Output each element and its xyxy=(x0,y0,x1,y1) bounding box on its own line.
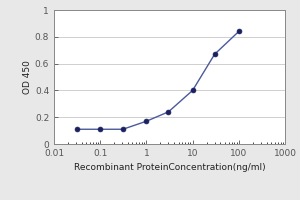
Y-axis label: OD 450: OD 450 xyxy=(23,60,32,94)
X-axis label: Recombinant ProteinConcentration(ng/ml): Recombinant ProteinConcentration(ng/ml) xyxy=(74,163,265,172)
